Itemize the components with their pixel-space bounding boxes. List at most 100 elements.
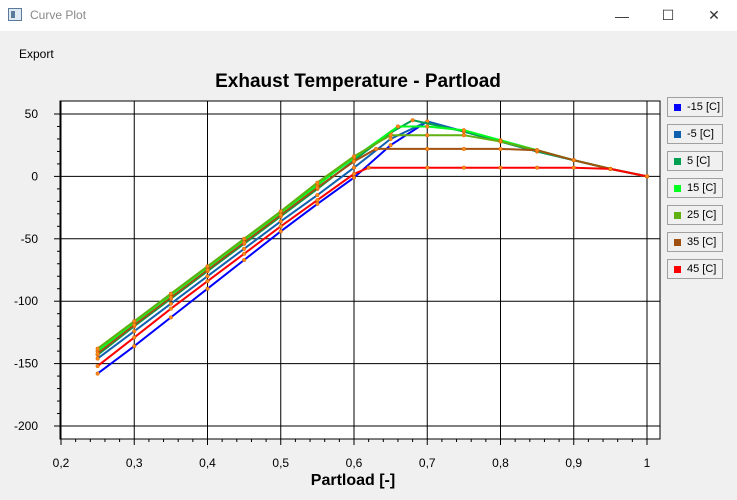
export-menu[interactable]: Export xyxy=(19,47,54,61)
data-point xyxy=(425,124,430,129)
data-point xyxy=(498,165,503,170)
data-point xyxy=(395,124,401,129)
data-point xyxy=(168,306,173,311)
data-point xyxy=(95,371,100,376)
legend-item[interactable]: 45 [C] xyxy=(667,259,723,279)
data-point xyxy=(388,143,393,148)
x-axis-label: Partload [-] xyxy=(311,472,395,489)
data-point xyxy=(535,148,540,153)
legend-label: 45 [C] xyxy=(687,263,717,275)
x-tick-label: 0,7 xyxy=(419,456,436,470)
data-point xyxy=(278,219,283,224)
data-point xyxy=(535,165,540,170)
data-point xyxy=(571,158,576,163)
legend-label: -15 [C] xyxy=(687,101,721,113)
data-point xyxy=(278,209,283,214)
data-point xyxy=(242,246,247,251)
data-point xyxy=(351,175,357,180)
data-point xyxy=(315,180,320,185)
data-point xyxy=(95,346,100,351)
data-point xyxy=(388,136,393,142)
data-point xyxy=(351,171,357,176)
data-point xyxy=(644,174,650,179)
x-tick-label: 1 xyxy=(644,456,651,470)
legend-swatch xyxy=(674,158,681,165)
legend-item[interactable]: -15 [C] xyxy=(667,97,723,117)
legend-swatch xyxy=(674,239,681,246)
data-point xyxy=(168,291,173,296)
data-point xyxy=(242,240,247,245)
data-point xyxy=(351,159,357,164)
data-point xyxy=(498,139,503,144)
legend-item[interactable]: 5 [C] xyxy=(667,151,723,171)
minimize-button[interactable]: — xyxy=(615,7,629,24)
data-point xyxy=(205,274,210,279)
data-point xyxy=(315,201,320,206)
data-point xyxy=(366,165,371,170)
data-point xyxy=(410,118,415,123)
data-point xyxy=(315,185,320,190)
x-tick-label: 0,6 xyxy=(346,456,363,470)
y-tick-label: -200 xyxy=(14,419,38,433)
x-tick-label: 0,8 xyxy=(492,456,509,470)
y-tick-label: 50 xyxy=(25,107,39,121)
data-point xyxy=(205,286,210,291)
data-point xyxy=(205,267,210,273)
legend-label: -5 [C] xyxy=(687,128,714,140)
maximize-button[interactable]: ☐ xyxy=(661,7,675,23)
data-point xyxy=(425,133,430,138)
data-point xyxy=(315,198,320,203)
data-point xyxy=(168,301,173,306)
series-line xyxy=(96,147,648,355)
data-point xyxy=(315,193,320,198)
y-tick-label: -100 xyxy=(14,294,38,308)
series-line xyxy=(96,166,648,367)
data-point xyxy=(242,236,247,241)
close-button[interactable]: ✕ xyxy=(708,7,720,23)
data-point xyxy=(278,229,283,234)
chart-title: Exhaust Temperature - Partload xyxy=(215,71,501,92)
data-point xyxy=(132,329,137,334)
legend-swatch xyxy=(674,131,681,138)
data-point xyxy=(608,166,613,171)
data-point xyxy=(278,224,283,229)
legend-swatch xyxy=(674,185,681,192)
y-tick-label: 0 xyxy=(31,169,38,183)
data-point xyxy=(168,315,173,320)
data-point xyxy=(461,146,466,151)
data-point xyxy=(278,213,283,218)
data-point xyxy=(351,154,357,159)
y-tick-label: -150 xyxy=(14,357,38,371)
legend-label: 15 [C] xyxy=(687,182,717,194)
data-point xyxy=(461,128,466,133)
x-tick-label: 0,5 xyxy=(272,456,289,470)
legend-label: 35 [C] xyxy=(687,236,717,248)
data-point xyxy=(95,356,100,361)
data-point xyxy=(461,133,466,138)
legend-swatch xyxy=(674,212,681,219)
data-point xyxy=(132,322,137,327)
data-point xyxy=(242,251,247,256)
data-point xyxy=(461,165,466,170)
data-point xyxy=(242,257,247,263)
data-point xyxy=(168,295,173,300)
data-point xyxy=(132,335,137,340)
data-point xyxy=(498,146,503,151)
x-tick-label: 0,3 xyxy=(126,456,143,470)
legend-item[interactable]: 35 [C] xyxy=(667,232,723,252)
data-point xyxy=(205,279,210,284)
legend-item[interactable]: 15 [C] xyxy=(667,178,723,198)
legend-label: 5 [C] xyxy=(687,155,711,167)
data-point xyxy=(373,146,379,151)
window-titlebar[interactable]: Curve Plot — ☐ ✕ xyxy=(0,0,737,31)
y-tick-label: -50 xyxy=(21,232,39,246)
data-point xyxy=(95,364,100,369)
data-point xyxy=(388,133,393,138)
legend-item[interactable]: 25 [C] xyxy=(667,205,723,225)
window-title: Curve Plot xyxy=(30,8,87,22)
x-tick-label: 0,4 xyxy=(199,456,216,470)
data-point xyxy=(351,165,357,170)
legend-label: 25 [C] xyxy=(687,209,717,221)
legend-item[interactable]: -5 [C] xyxy=(667,124,723,144)
